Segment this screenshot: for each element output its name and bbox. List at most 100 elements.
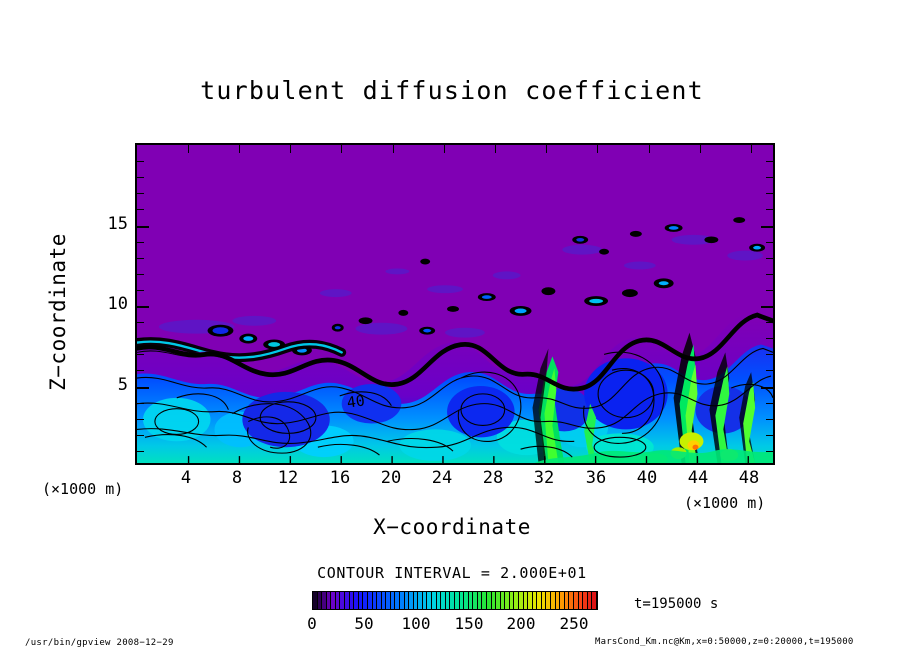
tick-top (341, 145, 342, 153)
colorbar-band (399, 592, 405, 609)
tick-right (766, 209, 773, 211)
tick-left (137, 193, 144, 195)
tick-right (766, 177, 773, 179)
tick-right (766, 273, 773, 275)
tick-top (188, 145, 189, 153)
tick-right-major (761, 306, 773, 308)
xtick-label: 36 (585, 468, 607, 488)
colorbar-tick-label: 250 (559, 614, 589, 633)
colorbar-band (413, 592, 419, 609)
upper-blobs (207, 217, 766, 356)
tick-top (393, 145, 394, 153)
x-unit-label: (×1000 m) (684, 494, 766, 512)
colorbar-band (349, 592, 355, 609)
tick-right (766, 450, 773, 452)
colorbar-band (418, 592, 423, 609)
tick-left (137, 257, 144, 259)
tick-right (766, 338, 773, 340)
tick-left (137, 209, 144, 211)
colorbar-band (317, 592, 323, 609)
colorbar-tick-label: 100 (401, 614, 431, 633)
colorbar-band (583, 592, 588, 609)
tick-top (290, 145, 291, 153)
tick-left (137, 434, 144, 436)
colorbar-band (477, 592, 483, 609)
colorbar-band (422, 592, 428, 609)
colorbar-band (569, 592, 574, 609)
colorbar-band (326, 592, 332, 609)
colorbar-band (473, 592, 478, 609)
tick-left-major (137, 306, 149, 308)
tick-right (766, 418, 773, 420)
tick-right (766, 241, 773, 243)
xtick-label: 40 (636, 468, 658, 488)
xtick-label: 8 (231, 468, 243, 488)
colorbar-band (491, 592, 497, 609)
colorbar-tick-label: 200 (506, 614, 536, 633)
colorbar-band (560, 592, 565, 609)
colorbar-band (354, 592, 359, 609)
tick-right (766, 402, 773, 404)
tick-left (137, 161, 144, 163)
high-k-plumes (532, 332, 756, 463)
tick-right (766, 354, 773, 356)
ytick-label: 5 (117, 375, 128, 395)
tick-right (766, 434, 773, 436)
colorbar-band (555, 592, 561, 609)
colorbar-band (367, 592, 373, 609)
colorbar-band (358, 592, 364, 609)
colorbar-band (404, 592, 410, 609)
footer-dataspec: MarsCond_Km.nc@Km,x=0:50000,z=0:20000,t=… (595, 637, 854, 647)
tick-left (137, 338, 144, 340)
colorbar-band (459, 592, 465, 609)
colorbar-band (468, 592, 474, 609)
colorbar-tick-label: 50 (354, 614, 374, 633)
contour-plot-area[interactable]: 40 (135, 143, 775, 465)
colorbar-band (313, 592, 318, 609)
colorbar-band (486, 592, 492, 609)
colorbar-band (395, 592, 400, 609)
x-axis-label: X−coordinate (373, 515, 531, 539)
xtick-label: 44 (687, 468, 709, 488)
colorbar-band (335, 592, 341, 609)
xtick-label: 32 (533, 468, 555, 488)
tick-top (649, 145, 650, 153)
xtick-label: 4 (180, 468, 192, 488)
colorbar-band (372, 592, 378, 609)
colorbar-band (482, 592, 487, 609)
colorbar-band (386, 592, 391, 609)
tick-right (766, 289, 773, 291)
colorbar-band (546, 592, 552, 609)
colorbar-band (441, 592, 446, 609)
contour-interval-caption: CONTOUR INTERVAL = 2.000E+01 (317, 564, 587, 582)
tick-top (546, 145, 547, 153)
xtick-label: 12 (277, 468, 299, 488)
footer-command: /usr/bin/gpview 2008−12−29 (25, 638, 174, 648)
tick-right-major (761, 386, 773, 389)
colorbar-band (377, 592, 382, 609)
colorbar-band (551, 592, 556, 609)
tick-left (137, 354, 144, 356)
tick-left (137, 241, 144, 243)
tick-left (137, 322, 144, 324)
colorbar-band (345, 592, 350, 609)
colorbar-band (363, 592, 368, 609)
ytick-label: 10 (107, 294, 128, 314)
page-title: turbulent diffusion coefficient (200, 76, 704, 105)
colorbar-band (500, 592, 506, 609)
colorbar-band (528, 592, 533, 609)
xtick-label: 48 (738, 468, 760, 488)
colorbar-band (532, 592, 538, 609)
tick-left (137, 177, 144, 179)
xtick-label: 28 (482, 468, 504, 488)
colorbar-band (509, 592, 515, 609)
colorbar-band (445, 592, 451, 609)
colorbar-band (578, 592, 584, 609)
tick-left (137, 418, 144, 420)
xtick-label: 24 (431, 468, 453, 488)
tick-left (137, 273, 144, 275)
color-scale-bar[interactable] (312, 591, 598, 610)
colorbar-band (514, 592, 520, 609)
colorbar-band (541, 592, 547, 609)
xtick-label: 20 (380, 468, 402, 488)
